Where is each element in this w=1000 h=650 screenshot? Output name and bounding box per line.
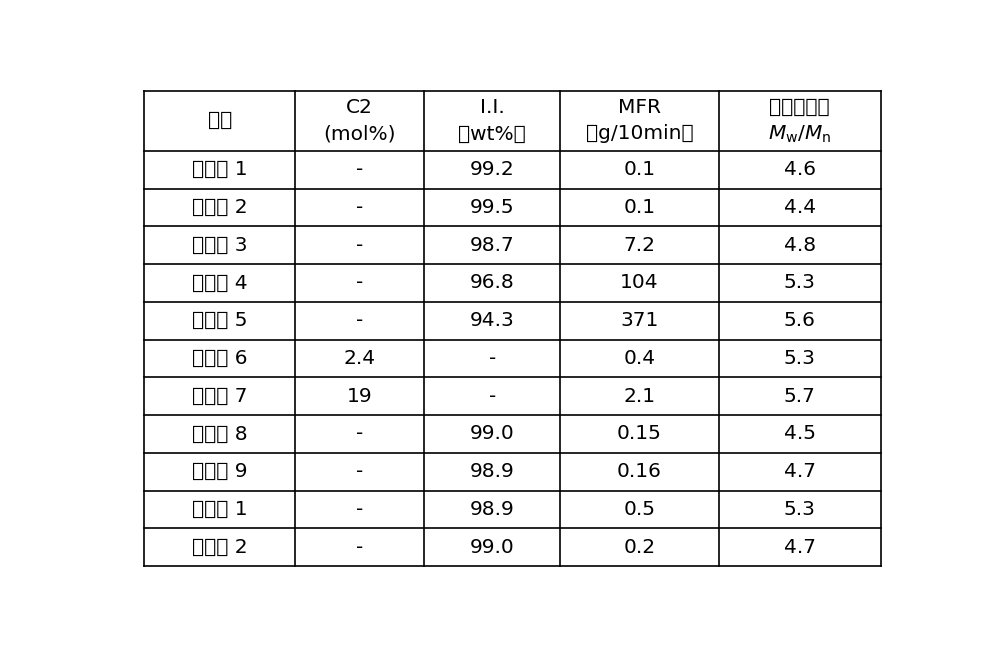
- Text: 实施例 9: 实施例 9: [192, 462, 248, 481]
- Text: 4.5: 4.5: [784, 424, 816, 443]
- Text: 98.9: 98.9: [470, 462, 515, 481]
- Text: 实施例 4: 实施例 4: [192, 274, 248, 292]
- Text: 0.4: 0.4: [623, 349, 656, 368]
- Text: 分子量分布: 分子量分布: [769, 98, 830, 117]
- Text: 5.7: 5.7: [784, 387, 816, 406]
- Text: 104: 104: [620, 274, 659, 292]
- Text: 2.1: 2.1: [623, 387, 656, 406]
- Text: 5.3: 5.3: [784, 349, 816, 368]
- Text: C2: C2: [346, 98, 373, 117]
- Text: 94.3: 94.3: [470, 311, 515, 330]
- Text: 对比例 1: 对比例 1: [192, 500, 248, 519]
- Text: 5.6: 5.6: [784, 311, 816, 330]
- Text: -: -: [356, 424, 363, 443]
- Text: 实施例 7: 实施例 7: [192, 387, 248, 406]
- Text: 99.2: 99.2: [470, 161, 515, 179]
- Text: 19: 19: [347, 387, 373, 406]
- Text: 371: 371: [620, 311, 659, 330]
- Text: -: -: [356, 538, 363, 556]
- Text: 实施例 1: 实施例 1: [192, 161, 248, 179]
- Text: 0.15: 0.15: [617, 424, 662, 443]
- Text: 99.0: 99.0: [470, 538, 515, 556]
- Text: 5.3: 5.3: [784, 500, 816, 519]
- Text: 0.1: 0.1: [623, 198, 656, 217]
- Text: -: -: [356, 236, 363, 255]
- Text: MFR: MFR: [618, 98, 661, 117]
- Text: 实施例 2: 实施例 2: [192, 198, 248, 217]
- Text: 4.6: 4.6: [784, 161, 816, 179]
- Text: -: -: [356, 161, 363, 179]
- Text: 实施例 8: 实施例 8: [192, 424, 248, 443]
- Text: 0.1: 0.1: [623, 161, 656, 179]
- Text: 2.4: 2.4: [344, 349, 376, 368]
- Text: -: -: [489, 387, 496, 406]
- Text: -: -: [356, 198, 363, 217]
- Text: 4.7: 4.7: [784, 538, 816, 556]
- Text: 4.4: 4.4: [784, 198, 816, 217]
- Text: 0.16: 0.16: [617, 462, 662, 481]
- Text: 0.2: 0.2: [623, 538, 656, 556]
- Text: 实施例 6: 实施例 6: [192, 349, 248, 368]
- Text: 实施例 5: 实施例 5: [192, 311, 248, 330]
- Text: 98.7: 98.7: [470, 236, 515, 255]
- Text: （wt%）: （wt%）: [458, 125, 526, 144]
- Text: 99.5: 99.5: [470, 198, 515, 217]
- Text: 对比例 2: 对比例 2: [192, 538, 248, 556]
- Text: 7.2: 7.2: [624, 236, 656, 255]
- Text: 编号: 编号: [208, 111, 232, 130]
- Text: 5.3: 5.3: [784, 274, 816, 292]
- Text: 96.8: 96.8: [470, 274, 515, 292]
- Text: -: -: [356, 500, 363, 519]
- Text: (mol%): (mol%): [323, 125, 396, 144]
- Text: 4.8: 4.8: [784, 236, 816, 255]
- Text: -: -: [356, 462, 363, 481]
- Text: -: -: [356, 311, 363, 330]
- Text: 99.0: 99.0: [470, 424, 515, 443]
- Text: -: -: [489, 349, 496, 368]
- Text: 实施例 3: 实施例 3: [192, 236, 248, 255]
- Text: 98.9: 98.9: [470, 500, 515, 519]
- Text: I.I.: I.I.: [480, 98, 505, 117]
- Text: -: -: [356, 274, 363, 292]
- Text: $M_\mathrm{w}/M_\mathrm{n}$: $M_\mathrm{w}/M_\mathrm{n}$: [768, 124, 831, 145]
- Text: 0.5: 0.5: [624, 500, 656, 519]
- Text: （g/10min）: （g/10min）: [586, 125, 693, 144]
- Text: 4.7: 4.7: [784, 462, 816, 481]
